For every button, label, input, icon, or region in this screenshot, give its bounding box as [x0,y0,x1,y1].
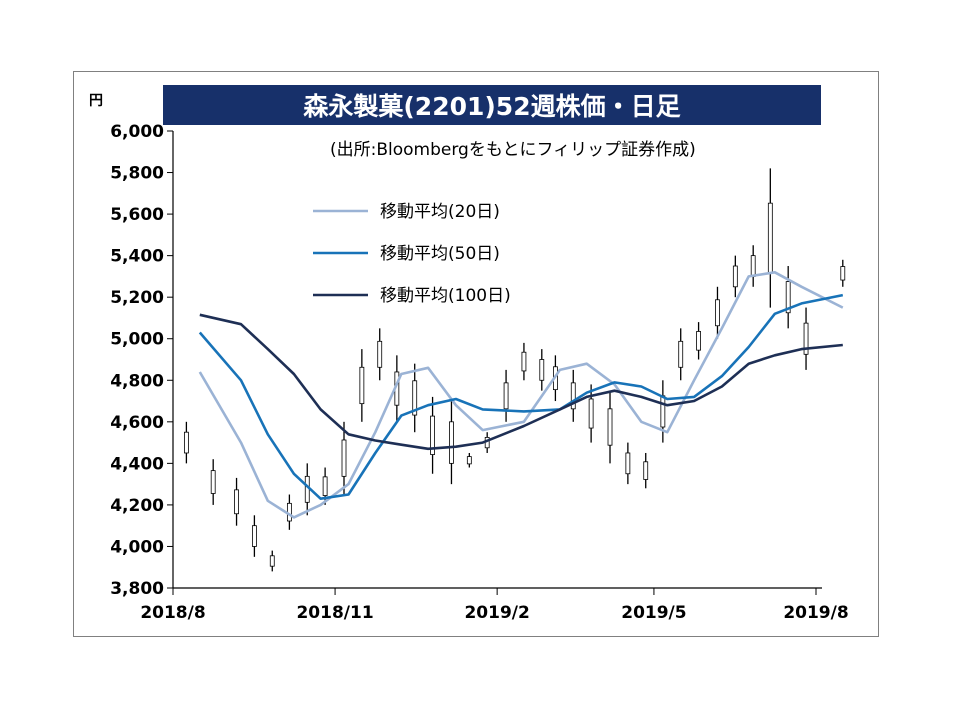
price-candle-body [252,525,257,547]
price-candle-body [570,382,576,410]
price-candle-body [341,439,347,477]
source-note: (出所:Bloombergをもとにフィリップ証券作成) [330,140,696,160]
price-candle-body [750,255,756,277]
y-tick-label: 4,600 [110,413,164,433]
price-candle-body [539,359,545,381]
price-candle-body [660,395,666,428]
price-candle-body [234,489,239,515]
legend-label: 移動平均(100日) [380,286,511,306]
y-tick-label: 4,400 [110,454,164,474]
y-tick-label: 5,200 [110,288,164,308]
x-tick-label: 2019/2 [464,603,529,623]
x-tick-label: 2019/8 [783,603,848,623]
price-candle-body [625,452,631,475]
y-tick-label: 4,800 [110,371,164,391]
y-tick-label: 5,600 [110,205,164,225]
y-tick-label: 4,000 [110,537,164,557]
axes: 3,800 4,000 4,200 4,400 4,600 4,800 5,000 5,200… [110,122,848,623]
price-candle-body [322,476,328,496]
price-candle-body [785,281,791,314]
ma-line-3 [199,313,843,451]
price-candle-body [430,415,435,455]
price-candle-body [412,380,418,416]
y-tick-label: 5,800 [110,164,164,184]
legend-label: 移動平均(20日) [380,202,500,222]
price-candle-body [588,398,594,429]
x-tick-label: 2018/8 [140,603,205,623]
y-tick-label: 4,200 [110,496,164,516]
y-tick-label: 5,000 [110,330,164,350]
x-tick-label: 2019/5 [621,603,686,623]
price-candle-body [643,461,649,480]
price-candle-body [715,299,720,327]
price-candle-body [767,202,773,274]
legend-label: 移動平均(50日) [380,244,500,264]
price-candle-body [210,470,216,494]
price-bars [183,168,846,572]
price-candle-body [269,555,275,567]
y-axis-unit: 円 [89,93,103,109]
chart-title: 森永製菓(2201)52週株価・日足 [163,85,821,125]
x-tick-label: 2018/11 [296,603,373,623]
price-candle-body [466,456,472,465]
y-tick-label: 6,000 [110,122,164,142]
price-candle-body [449,421,454,464]
moving-average-lines [198,270,844,519]
price-candle-body [359,366,365,405]
ma-line-1 [198,270,844,519]
price-candle-body [803,322,809,355]
price-candle-body [521,351,527,372]
price-candle-body [840,266,846,281]
ma-line-2 [198,293,844,501]
price-candle-body [696,331,701,351]
price-candle-body [678,340,684,368]
y-tick-label: 3,800 [110,579,164,599]
price-candle-body [183,431,189,454]
legend: 移動平均(20日) 移動平均(50日) 移動平均(100日) [313,202,511,306]
y-tick-label: 5,400 [110,247,164,267]
price-candle-body [503,382,509,410]
price-candle-body [607,408,613,446]
price-candle-body [377,340,383,368]
chart-frame [73,71,879,637]
price-candle-body [732,265,738,288]
